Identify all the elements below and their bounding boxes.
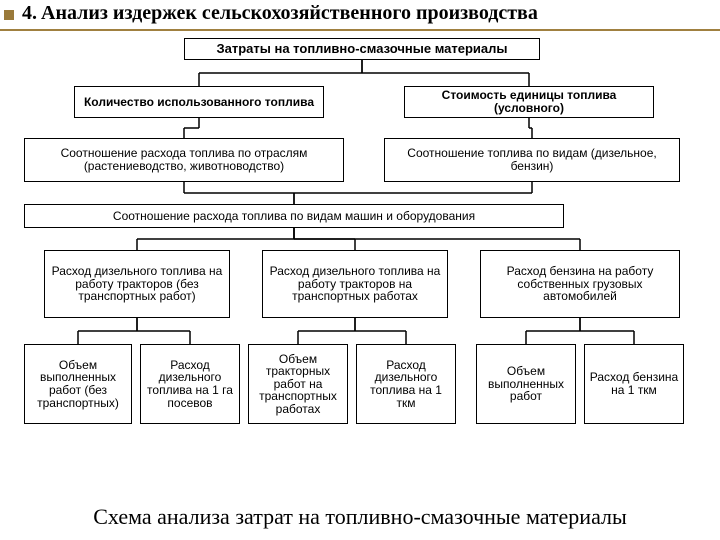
figure-caption: Схема анализа затрат на топливно-смазочн… (0, 504, 720, 530)
flowchart-node-n4: Соотношение расхода топлива по видам маш… (24, 204, 564, 228)
flowchart-node-n6a: Объем выполненных работ (без транспортны… (24, 344, 132, 424)
flowchart-node-n6d: Расход дизельного топлива на 1 ткм (356, 344, 456, 424)
flowchart-node-n2a: Количество использованного топлива (74, 86, 324, 118)
section-title: Анализ издержек сельскохозяйственного пр… (41, 2, 538, 24)
title-accent-square (4, 10, 14, 20)
flowchart-node-n2b: Стоимость единицы топлива (условного) (404, 86, 654, 118)
flowchart-node-n5a: Расход дизельного топлива на работу трак… (44, 250, 230, 318)
flowchart-node-n6f: Расход бензина на 1 ткм (584, 344, 684, 424)
flowchart-node-n3b: Соотношение топлива по видам (дизельное,… (384, 138, 680, 182)
flowchart-node-n6b: Расход дизельного топлива на 1 га посево… (140, 344, 240, 424)
flowchart-container: Затраты на топливно-смазочные материалы К… (24, 38, 704, 474)
flowchart-node-n1: Затраты на топливно-смазочные материалы (184, 38, 540, 60)
flowchart-node-n5b: Расход дизельного топлива на работу трак… (262, 250, 448, 318)
flowchart-node-n3a: Соотношение расхода топлива по отраслям … (24, 138, 344, 182)
flowchart-node-n6c: Объем тракторных работ на транспортных р… (248, 344, 348, 424)
flowchart-node-n6e: Объем выполненных работ (476, 344, 576, 424)
flowchart-node-n5c: Расход бензина на работу собственных гру… (480, 250, 680, 318)
page-header: 4. Анализ издержек сельскохозяйственного… (0, 0, 720, 31)
section-number: 4. (22, 2, 37, 24)
